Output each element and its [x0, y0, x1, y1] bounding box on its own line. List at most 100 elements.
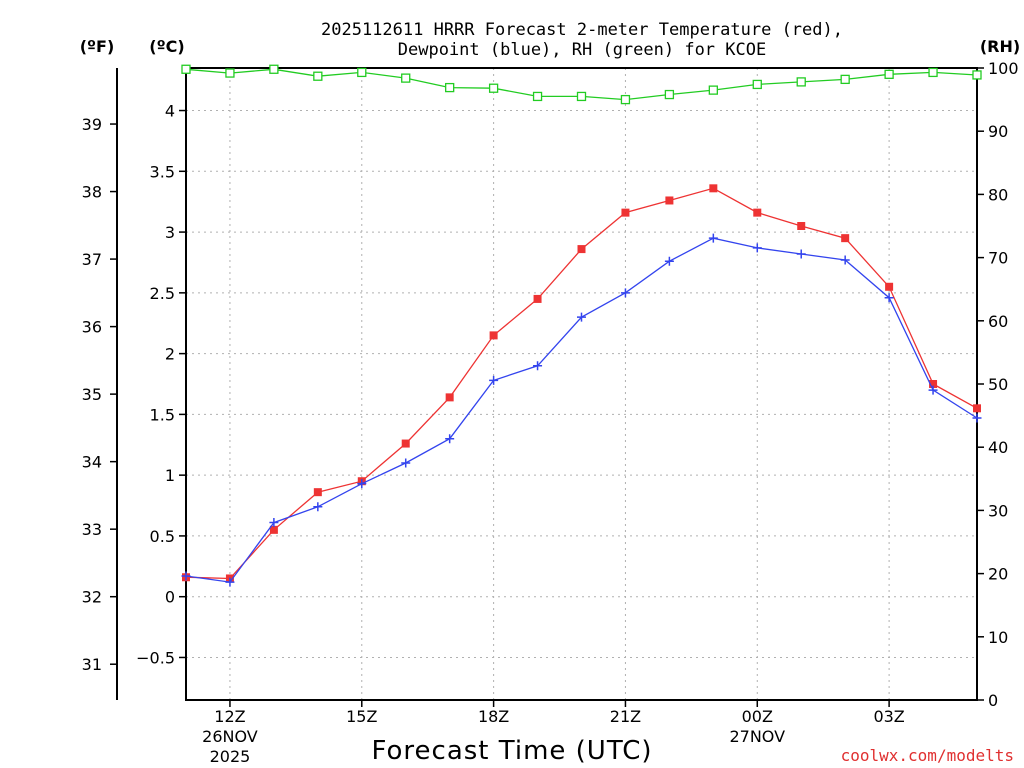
x-tick-label: 00Z [742, 707, 773, 726]
rh-tick-label: 20 [988, 565, 1008, 584]
axis-ticks: −0.5 0 0.5 1 1.5 2 2.5 3 3.5 4 31 32 33 34 35 36 37 38 39 0… [82, 59, 1019, 766]
rh-tick-label: 70 [988, 249, 1008, 268]
rh-point [445, 82, 455, 93]
celsius-tick-label: 2.5 [150, 284, 175, 303]
dewpoint-point [181, 571, 191, 581]
dewpoint-point [533, 361, 543, 371]
dewpoint-point [708, 233, 718, 243]
rh-point [840, 74, 850, 85]
fahrenheit-tick-label: 37 [82, 250, 102, 269]
temperature-point [621, 208, 630, 217]
plot-frame [185, 67, 978, 701]
dewpoint-point [445, 434, 455, 444]
fahrenheit-tick-label: 36 [82, 318, 102, 337]
rh-point [269, 64, 279, 74]
temperature-point [797, 222, 806, 230]
rh-tick-label: 40 [988, 438, 1008, 457]
dewpoint-point [928, 385, 938, 395]
x-tick-label: 18Z [478, 707, 509, 726]
temperature-point [885, 282, 894, 291]
dewpoint-point [269, 518, 279, 528]
celsius-tick-label: −0.5 [136, 648, 175, 667]
temperature-point [445, 393, 454, 402]
dewpoint-point [664, 256, 674, 266]
dewpoint-point [489, 375, 499, 385]
rh-tick-label: 90 [988, 122, 1008, 141]
dewpoint-point [620, 288, 630, 298]
rh-point [796, 77, 806, 87]
celsius-tick-label: 0.5 [150, 527, 175, 546]
dewpoint-point [401, 458, 411, 468]
rh-point [313, 71, 323, 81]
celsius-tick-label: 0 [165, 588, 175, 607]
temperature-point [929, 380, 938, 388]
rh-point [357, 67, 367, 78]
fahrenheit-tick-label: 38 [82, 183, 102, 202]
rh-point [928, 67, 938, 78]
x-tick-year: 2025 [210, 747, 251, 766]
fahrenheit-tick-label: 35 [82, 385, 102, 404]
celsius-tick-label: 2 [165, 345, 175, 364]
dewpoint-series [181, 233, 982, 587]
rh-point [972, 70, 982, 80]
temperature-point [753, 208, 762, 217]
celsius-tick-label: 4 [165, 102, 175, 121]
data-series [181, 64, 982, 587]
temperature-point [269, 525, 278, 534]
grid-lines [186, 68, 977, 700]
rh-point [181, 64, 191, 74]
rh-point [225, 68, 235, 78]
dewpoint-line [185, 237, 978, 583]
rh-tick-label: 60 [988, 312, 1008, 331]
temperature-point [533, 294, 542, 303]
rh-point [488, 83, 499, 93]
chart-title-line1: 2025112611 HRRR Forecast 2-meter Tempera… [321, 20, 843, 40]
rh-point [576, 91, 587, 102]
rh-point [708, 85, 718, 95]
fahrenheit-unit-label: (ºF) [80, 37, 115, 56]
dewpoint-point [357, 479, 367, 489]
dewpoint-point [577, 312, 586, 322]
temperature-point [489, 331, 498, 340]
fahrenheit-tick-label: 33 [82, 520, 102, 539]
rh-series [181, 64, 982, 105]
fahrenheit-tick-label: 39 [82, 115, 102, 134]
x-tick-date: 27NOV [729, 727, 785, 746]
rh-point [752, 79, 762, 90]
celsius-tick-label: 3 [165, 223, 175, 242]
rh-point [620, 94, 631, 105]
rh-tick-label: 80 [988, 185, 1008, 204]
celsius-tick-label: 1 [165, 466, 175, 485]
watermark: coolwx.com/modelts [841, 746, 1014, 765]
temperature-point [577, 245, 586, 254]
x-tick-date: 26NOV [202, 727, 258, 746]
temperature-point [313, 488, 322, 497]
rh-point [664, 89, 675, 100]
temperature-series [182, 184, 981, 583]
x-axis-title: Forecast Time (UTC) [371, 736, 652, 766]
dewpoint-point [752, 243, 762, 253]
x-tick-label: 21Z [610, 707, 641, 726]
rh-point [884, 69, 894, 79]
rh-point [532, 91, 543, 102]
celsius-unit-label: (ºC) [149, 37, 184, 56]
celsius-tick-label: 3.5 [150, 162, 175, 181]
temperature-point [401, 439, 410, 448]
rh-tick-label: 10 [988, 628, 1008, 647]
rh-tick-label: 100 [988, 59, 1019, 78]
dewpoint-point [884, 293, 894, 303]
rh-tick-label: 50 [988, 375, 1008, 394]
celsius-tick-label: 1.5 [150, 405, 175, 424]
rh-tick-label: 30 [988, 501, 1008, 520]
x-tick-label: 15Z [346, 707, 377, 726]
dewpoint-point [796, 249, 806, 259]
x-tick-label: 03Z [873, 707, 904, 726]
fahrenheit-tick-label: 34 [82, 453, 102, 472]
temperature-point [665, 196, 674, 205]
chart-title-line2: Dewpoint (blue), RH (green) for KCOE [398, 40, 766, 60]
rh-unit-label: (RH) [980, 37, 1020, 56]
temperature-point [973, 404, 981, 413]
temperature-point [841, 234, 850, 243]
dewpoint-point [313, 502, 323, 512]
